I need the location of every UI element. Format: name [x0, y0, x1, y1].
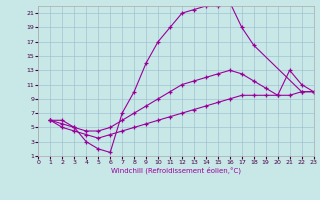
X-axis label: Windchill (Refroidissement éolien,°C): Windchill (Refroidissement éolien,°C) [111, 167, 241, 174]
